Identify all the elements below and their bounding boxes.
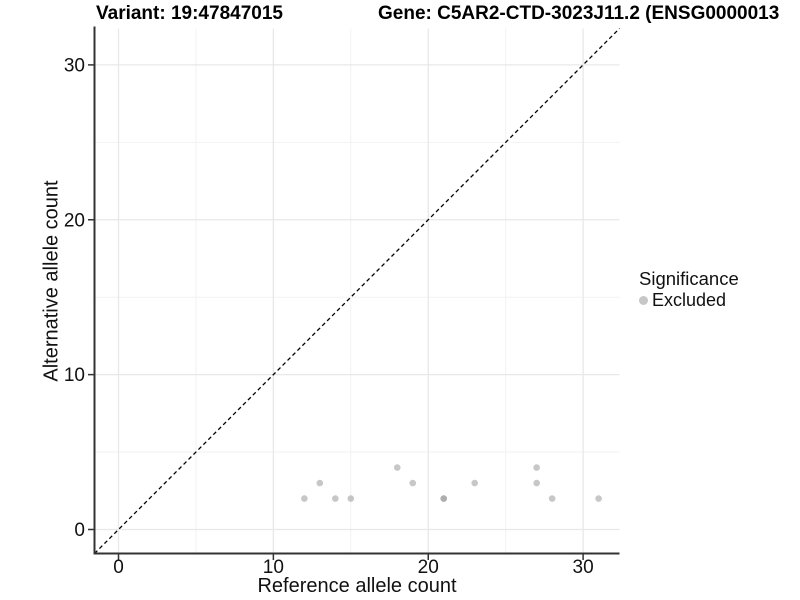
data-point — [332, 495, 339, 502]
data-point — [595, 495, 602, 502]
data-point — [409, 479, 417, 487]
x-tick-label: 10 — [263, 557, 284, 578]
data-point — [471, 479, 478, 487]
y-tick-label: 20 — [64, 210, 85, 231]
legend-title: Significance — [639, 268, 739, 289]
data-point — [316, 479, 324, 487]
legend-item-excluded: Excluded — [639, 290, 739, 310]
excluded-point-swatch — [639, 295, 648, 305]
x-tick-label: 20 — [418, 557, 439, 578]
data-point — [533, 464, 540, 471]
x-axis-title: Reference allele count — [257, 575, 457, 597]
y-tick-label: 30 — [64, 55, 85, 76]
identity-line — [94, 28, 620, 554]
data-point — [393, 464, 401, 471]
legend-item-label: Excluded — [652, 290, 727, 310]
y-axis-title: Alternative allele count — [40, 180, 63, 382]
y-tick-label: 10 — [64, 365, 85, 386]
y-tick-label: 0 — [74, 520, 85, 541]
data-point — [347, 495, 355, 502]
data-point — [440, 495, 448, 502]
data-point — [548, 495, 556, 502]
x-tick-label: 30 — [573, 557, 594, 578]
gene-title: Gene: C5AR2-CTD-3023J11.2 (ENSG0000013 — [378, 3, 780, 24]
x-tick-label: 0 — [113, 557, 124, 578]
legend: Significance Excluded — [639, 268, 739, 310]
variant-title: Variant: 19:47847015 — [96, 3, 283, 24]
data-point — [533, 479, 540, 487]
data-point — [301, 495, 308, 502]
